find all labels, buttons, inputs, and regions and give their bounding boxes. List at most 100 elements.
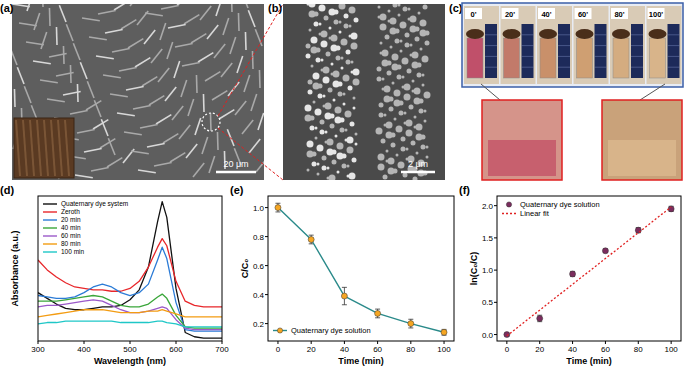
texture xyxy=(354,18,359,23)
texture xyxy=(58,120,62,176)
y-axis-label: C/C₀ xyxy=(240,259,250,279)
texture xyxy=(321,41,328,48)
texture xyxy=(404,94,411,101)
texture xyxy=(44,120,48,176)
texture xyxy=(142,77,157,86)
texture xyxy=(65,120,69,176)
texture xyxy=(245,32,247,50)
texture xyxy=(107,158,122,167)
data-point xyxy=(602,248,608,254)
plot-frame xyxy=(497,196,681,341)
texture xyxy=(328,88,333,93)
texture xyxy=(42,4,44,7)
panel-grid xyxy=(595,56,607,57)
solar-panel xyxy=(522,24,534,78)
texture xyxy=(323,95,326,98)
texture xyxy=(401,137,406,142)
texture xyxy=(335,135,338,138)
texture xyxy=(415,27,420,32)
x-tick-label: 60 xyxy=(601,345,610,354)
y-tick-label: 0.6 xyxy=(253,262,265,271)
texture xyxy=(154,162,172,166)
texture xyxy=(382,50,389,57)
x-axis-label: Time (min) xyxy=(566,356,611,366)
panel-grid xyxy=(485,56,497,57)
panel-label: (d) xyxy=(0,184,14,196)
x-tick-label: 40 xyxy=(340,345,349,354)
texture xyxy=(37,120,41,176)
chart: (e)0204060801000.20.40.60.81.0Time (min)… xyxy=(230,184,454,366)
texture xyxy=(151,49,162,63)
x-tick-label: 20 xyxy=(307,345,316,354)
texture xyxy=(342,164,347,169)
texture xyxy=(40,80,58,83)
texture xyxy=(389,97,394,102)
zoom-line xyxy=(218,4,283,116)
solar-panel xyxy=(558,24,570,78)
panel-label: (b) xyxy=(268,2,282,14)
solar-panel xyxy=(668,24,680,78)
texture xyxy=(214,44,225,58)
texture xyxy=(316,48,321,53)
texture xyxy=(421,145,426,150)
data-point xyxy=(504,332,510,338)
x-tick-label: 600 xyxy=(169,345,183,354)
texture xyxy=(168,24,186,28)
texture xyxy=(191,34,206,43)
texture xyxy=(407,69,412,74)
texture xyxy=(30,120,34,176)
texture xyxy=(47,99,65,102)
y-tick-label: 0.4 xyxy=(253,291,265,300)
texture xyxy=(314,12,319,17)
texture xyxy=(345,129,348,132)
texture xyxy=(237,56,243,73)
error-cap xyxy=(342,287,347,288)
x-tick-label: 500 xyxy=(123,345,137,354)
panel-grid xyxy=(668,34,680,35)
texture xyxy=(193,163,204,177)
series-line xyxy=(38,247,222,331)
texture xyxy=(182,62,200,66)
texture xyxy=(121,20,136,29)
texture xyxy=(318,84,323,89)
data-point xyxy=(408,321,414,327)
texture xyxy=(404,84,411,91)
texture xyxy=(353,79,360,86)
texture xyxy=(210,113,212,131)
texture xyxy=(87,81,94,98)
texture xyxy=(221,63,232,77)
texture xyxy=(27,4,33,11)
texture xyxy=(339,4,346,10)
texture xyxy=(349,173,356,180)
texture xyxy=(346,60,351,65)
texture xyxy=(397,75,402,80)
texture xyxy=(394,90,401,97)
beaker xyxy=(577,38,593,78)
texture xyxy=(133,105,151,109)
legend: Quaternary dye systemZeroth20 min40 min6… xyxy=(43,200,128,255)
texture xyxy=(248,10,255,27)
legend-line xyxy=(43,251,57,252)
error-cap xyxy=(309,235,314,236)
tile-bg xyxy=(574,6,609,84)
time-box xyxy=(465,8,482,19)
texture xyxy=(394,118,397,121)
error-cap xyxy=(342,304,347,305)
soil xyxy=(576,29,594,39)
texture xyxy=(310,116,315,121)
photo-tile: 40' xyxy=(537,6,572,84)
sem-background xyxy=(283,4,445,180)
texture xyxy=(384,114,387,117)
panel-grid xyxy=(485,45,497,46)
texture xyxy=(396,126,403,133)
texture xyxy=(313,101,316,104)
texture xyxy=(158,68,169,82)
texture xyxy=(318,94,323,99)
texture xyxy=(325,131,328,134)
zoom-line xyxy=(218,128,283,180)
texture xyxy=(235,101,246,115)
x-tick-label: 40 xyxy=(568,345,577,354)
time-box xyxy=(648,8,665,19)
texture xyxy=(307,169,310,172)
texture xyxy=(323,67,330,74)
